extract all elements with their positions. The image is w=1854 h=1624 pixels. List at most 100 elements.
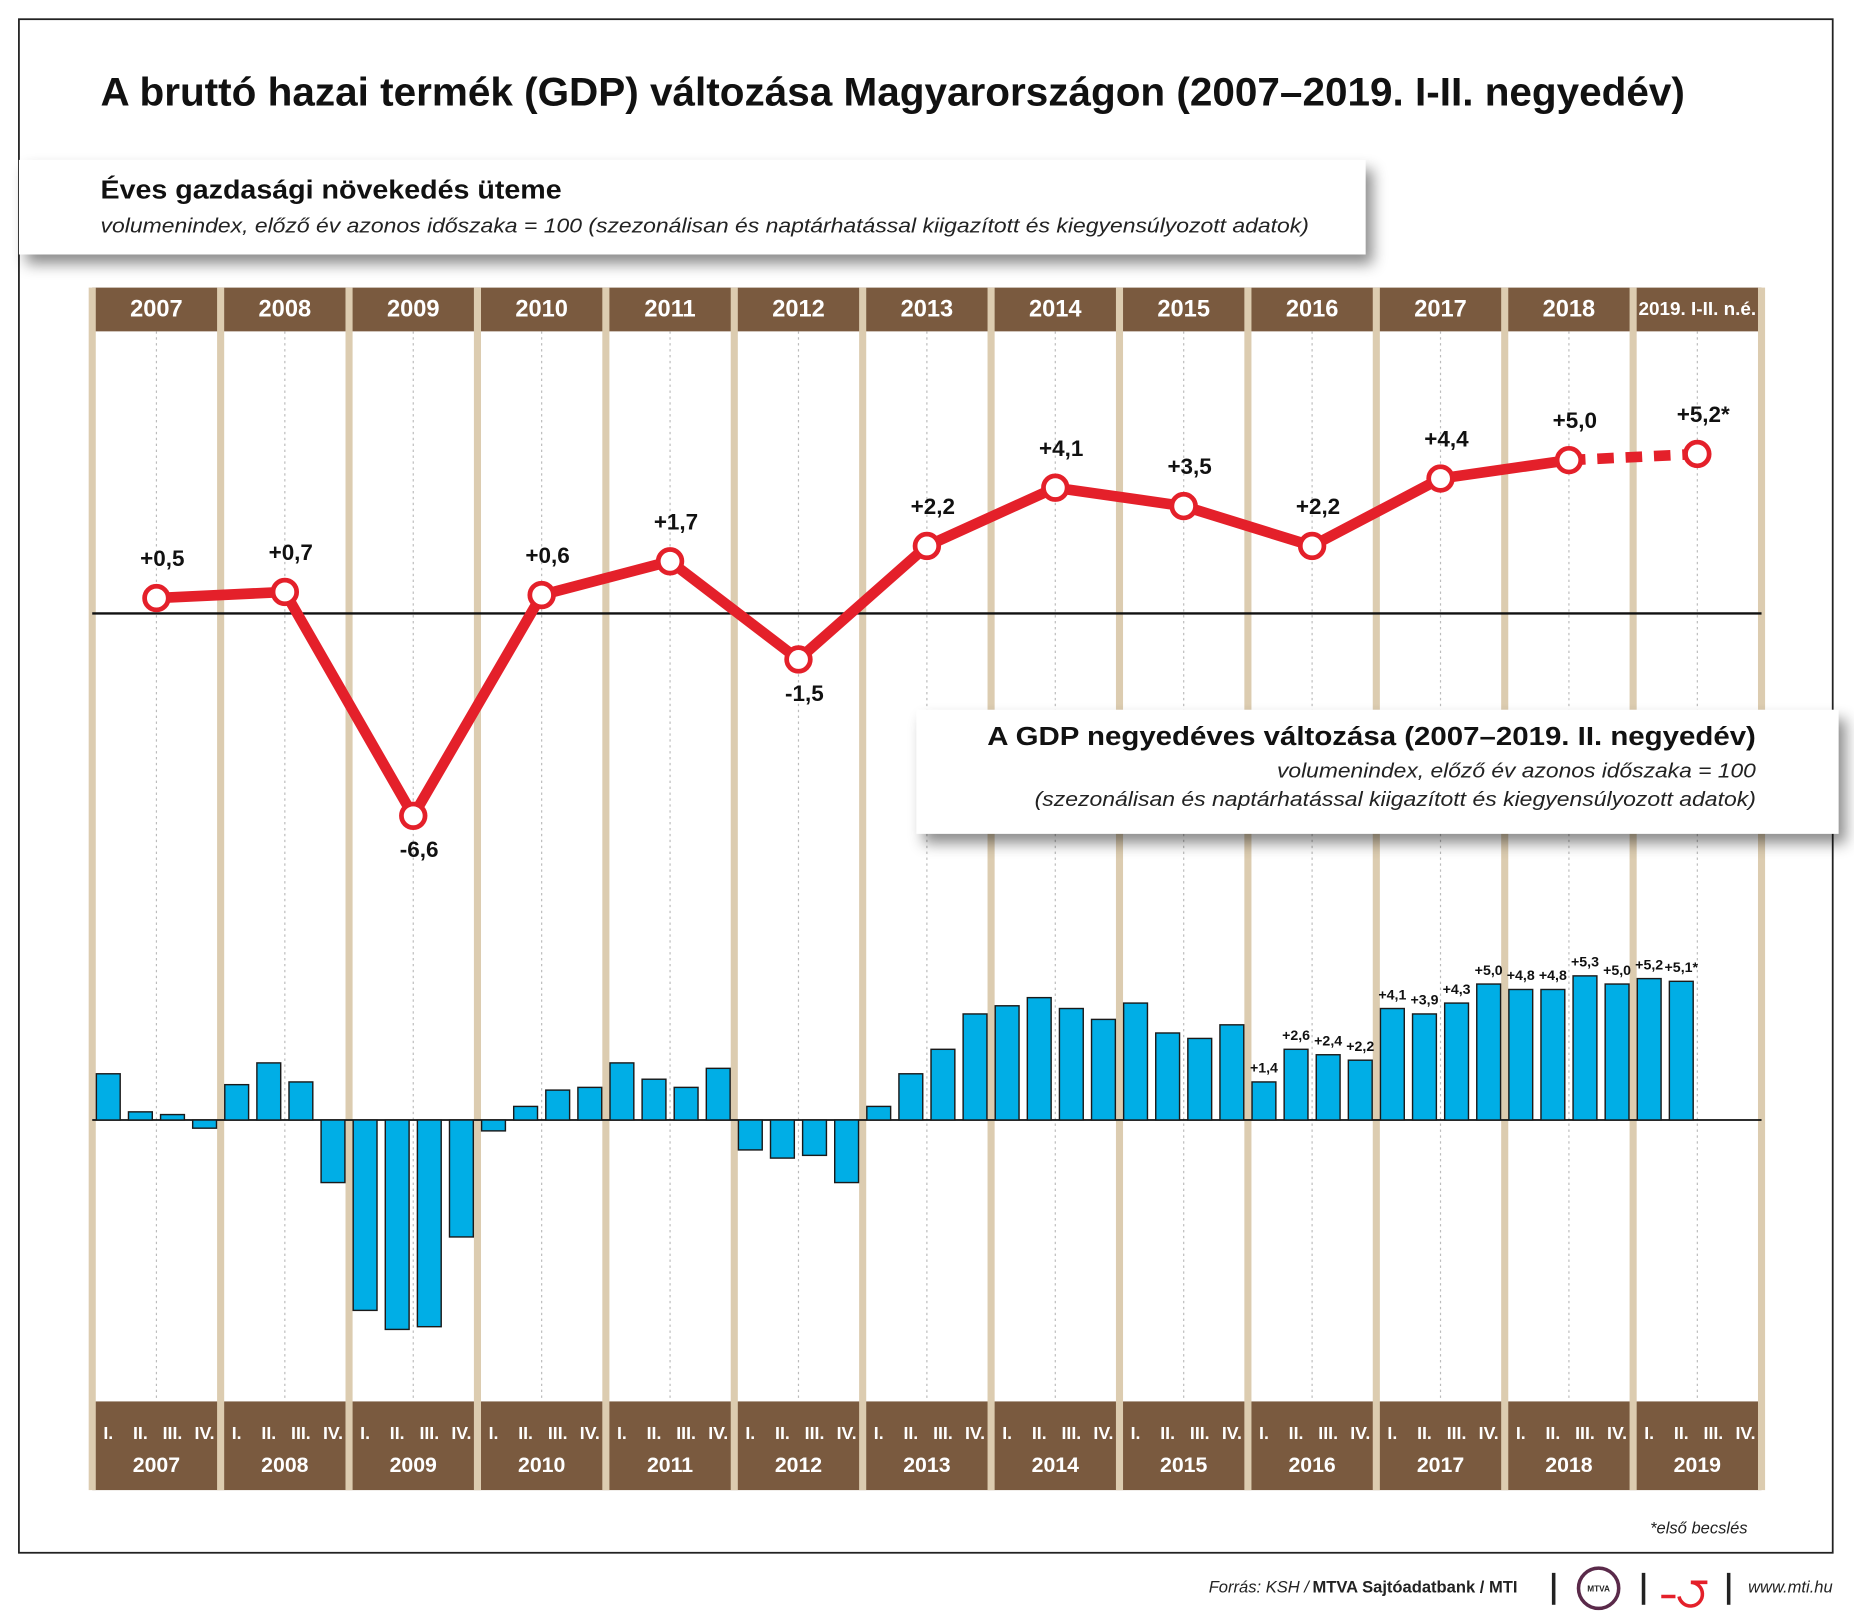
website: www.mti.hu: [1748, 1578, 1833, 1597]
quarter-label: III.: [1704, 1423, 1724, 1443]
value-label: +3,5: [1167, 454, 1211, 479]
point: [912, 531, 942, 561]
year-label: 2008: [261, 1453, 308, 1477]
bar: [288, 1081, 314, 1121]
bar: [834, 1119, 860, 1184]
bar: [769, 1119, 796, 1159]
value-label: +1,4: [1250, 1061, 1278, 1077]
year-label: 2013: [903, 1453, 950, 1477]
bar: [962, 1013, 988, 1121]
bar: [1476, 983, 1502, 1121]
bar: [609, 1062, 635, 1121]
value-label: +2,6: [1282, 1028, 1310, 1044]
year-label: 2012: [775, 1453, 822, 1477]
bar: [448, 1119, 475, 1238]
value-label: +0,5: [140, 546, 184, 571]
quarter-label: I.: [1516, 1423, 1526, 1443]
quarter-label: II.: [1032, 1423, 1047, 1443]
bar: [1636, 977, 1662, 1121]
column-separator: [473, 287, 481, 1491]
value-label: +2,2: [1346, 1039, 1374, 1055]
point: [1426, 464, 1455, 493]
bar: [705, 1067, 731, 1121]
year-label: 2014: [1032, 1453, 1079, 1477]
quarter-label: IV.: [323, 1423, 343, 1443]
quarter-label: III.: [1447, 1423, 1467, 1443]
value-label: +5,1*: [1665, 960, 1699, 976]
value-label: +4,4: [1424, 427, 1469, 452]
point: [270, 577, 300, 607]
quarter-label: I.: [1259, 1423, 1269, 1443]
footnote: *első becslés: [1650, 1518, 1748, 1537]
value-label: +2,4: [1314, 1033, 1342, 1049]
quarter-label: II.: [903, 1423, 918, 1443]
source: MTVA Sajtóadatbank / MTI: [1312, 1578, 1517, 1597]
quarter-label: III.: [1061, 1423, 1081, 1443]
bar: [898, 1073, 924, 1121]
bar: [480, 1119, 507, 1132]
bar: [1508, 988, 1534, 1121]
logo: MTVA: [1587, 1585, 1610, 1594]
point: [1169, 491, 1198, 521]
quarter-label: IV.: [837, 1423, 857, 1443]
bar: [641, 1078, 667, 1121]
source: Forrás: KSH /: [1209, 1578, 1312, 1597]
footer-band: [92, 1401, 1762, 1491]
year-label: 2015: [1157, 296, 1210, 322]
column-separator: [217, 287, 225, 1491]
bar: [577, 1086, 603, 1121]
quarter-label: III.: [805, 1423, 825, 1443]
year-label: 2018: [1545, 1453, 1592, 1477]
bar: [512, 1105, 539, 1121]
bar: [1668, 980, 1694, 1121]
bar: [1283, 1048, 1309, 1121]
bar: [224, 1083, 250, 1121]
bar: [1572, 975, 1598, 1121]
point: [527, 580, 556, 610]
quarter-label: II.: [775, 1423, 790, 1443]
column-separator: [859, 287, 867, 1491]
mti-logo: [1661, 1580, 1708, 1608]
quarter-label: III.: [1318, 1423, 1338, 1443]
bar: [127, 1111, 154, 1121]
bar: [95, 1073, 121, 1121]
column-separator: [1115, 287, 1124, 1491]
bar: [1122, 1002, 1149, 1121]
quarter-label: II.: [1417, 1423, 1432, 1443]
bar: [1604, 983, 1630, 1121]
quarter-label: III.: [933, 1423, 953, 1443]
year-label: 2009: [387, 296, 440, 322]
quarter-label: III.: [1190, 1423, 1210, 1443]
page-title: A bruttó hazai termék (GDP) változása Ma…: [101, 70, 1685, 115]
column-separator: [1757, 287, 1766, 1491]
quarter-label: I.: [745, 1423, 755, 1443]
column-separator: [602, 287, 610, 1491]
bar: [320, 1119, 346, 1184]
value-label: +4,1: [1378, 987, 1406, 1003]
quarter-label: I.: [1131, 1423, 1141, 1443]
quarter-label: II.: [261, 1423, 276, 1443]
year-label: 2007: [130, 296, 183, 322]
point: [142, 583, 171, 613]
year-label: 2009: [390, 1453, 437, 1477]
point: [399, 801, 428, 830]
quarter-label: IV.: [1350, 1423, 1370, 1443]
bar: [1058, 1007, 1084, 1121]
value-label: +0,7: [269, 540, 313, 565]
quarter-label: I.: [360, 1423, 370, 1443]
quarter-label: I.: [617, 1423, 627, 1443]
line-projection: [1568, 448, 1698, 466]
value-label: +4,8: [1539, 968, 1567, 984]
quarter-label: III.: [676, 1423, 696, 1443]
value-label: -1,5: [785, 681, 824, 706]
year-label: 2016: [1286, 296, 1339, 322]
bar: [1219, 1024, 1245, 1121]
quarter-label: IV.: [195, 1423, 215, 1443]
year-label: 2017: [1417, 1453, 1464, 1477]
value-label: +5,3: [1571, 955, 1599, 971]
year-label: 2012: [772, 296, 825, 322]
year-label: 2008: [259, 296, 312, 322]
quarter-label: III.: [163, 1423, 183, 1443]
bar: [256, 1062, 282, 1121]
